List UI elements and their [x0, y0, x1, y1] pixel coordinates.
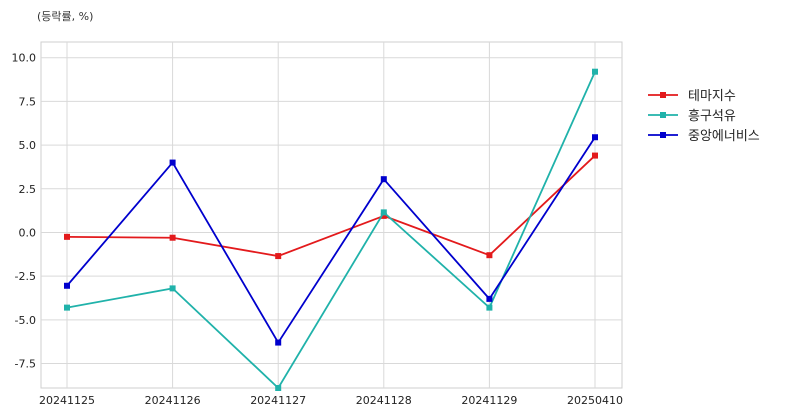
series-point-3	[169, 159, 176, 166]
series-layer	[64, 68, 598, 391]
series-point-1	[275, 253, 282, 260]
x-tick-label: 20241125	[39, 394, 95, 407]
legend-label-1: 테마지수	[688, 89, 736, 104]
legend-marker-1	[660, 92, 666, 98]
series-point-3	[380, 176, 387, 183]
legend-marker-3	[660, 132, 666, 138]
plot-frame	[40, 41, 623, 389]
y-tick-label: 2.5	[19, 183, 37, 196]
series-point-2	[169, 285, 176, 292]
series-point-3	[275, 339, 282, 346]
series-line-3	[66, 136, 596, 344]
series-point-2	[275, 385, 282, 391]
y-tick-label: -7.5	[15, 358, 36, 371]
y-tick-label: -5.0	[15, 314, 36, 327]
series-point-1	[592, 152, 598, 159]
series-point-1	[64, 233, 70, 240]
series-point-3	[64, 282, 70, 289]
y-tick-label: 5.0	[19, 139, 37, 152]
series-line-1	[66, 154, 596, 257]
x-tick-label: 20241127	[250, 394, 306, 407]
series-point-1	[380, 212, 387, 219]
y-tick-label: 7.5	[19, 95, 37, 108]
series-point-3	[486, 295, 493, 302]
series-point-3	[592, 134, 598, 141]
series-point-2	[64, 304, 70, 311]
series-line-2	[66, 71, 596, 389]
unit-label: (등락률, %)	[37, 10, 93, 23]
y-tick-label: 10.0	[12, 52, 37, 65]
legend-label-2: 흥구석유	[688, 109, 736, 124]
series-point-2	[486, 304, 493, 311]
legend-marker-2	[660, 112, 666, 118]
y-tick-label: 0.0	[19, 226, 37, 239]
legend-label-3: 중앙에너비스	[688, 129, 760, 144]
series-point-2	[380, 209, 387, 216]
series-point-2	[592, 68, 598, 75]
x-tick-label: 20241129	[461, 394, 517, 407]
y-tick-label: -2.5	[15, 270, 36, 283]
series-point-1	[169, 234, 176, 241]
x-tick-label: 20241126	[145, 394, 201, 407]
x-tick-label: 20250410	[567, 394, 623, 407]
axis-layer: 10.0 7.5 5.0 2.5 0.0 -2.5 -5.0 -7.5 20241125 2024…	[12, 52, 624, 407]
x-tick-label: 20241128	[356, 394, 412, 407]
series-point-1	[486, 252, 493, 259]
